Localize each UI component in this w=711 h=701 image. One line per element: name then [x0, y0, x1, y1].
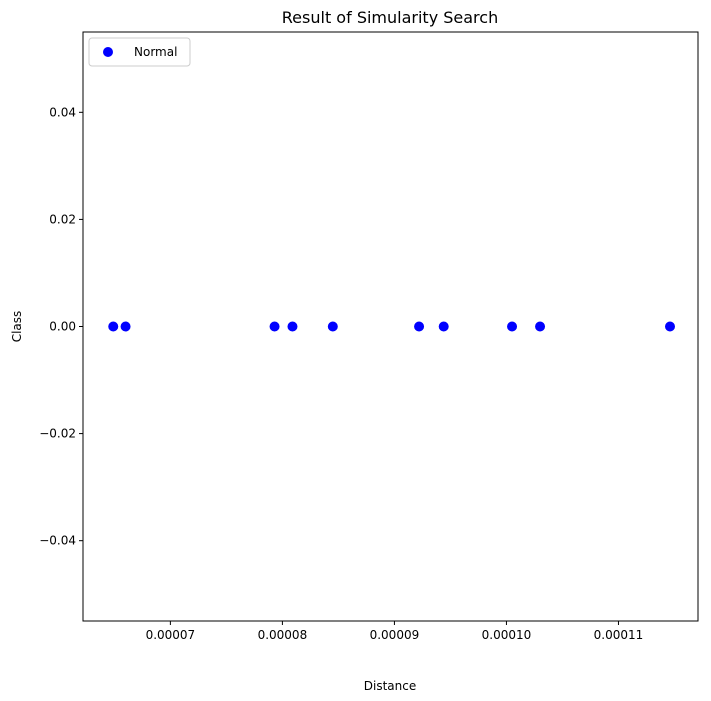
legend-label: Normal: [134, 45, 177, 59]
data-point: [120, 321, 131, 332]
data-point: [327, 321, 338, 332]
data-point: [664, 321, 675, 332]
chart-title: Result of Simularity Search: [282, 8, 498, 27]
legend-box: [88, 37, 191, 67]
data-point: [535, 321, 546, 332]
x-tick-label: 0.00007: [146, 628, 196, 642]
y-axis-label: Class: [10, 311, 24, 343]
y-axis: 0.04 0.02 0.00 −0.02 −0.04: [39, 105, 83, 548]
x-tick-label: 0.00010: [482, 628, 532, 642]
data-points: [108, 321, 675, 332]
legend-marker: [103, 47, 113, 57]
legend: Normal: [88, 37, 191, 67]
data-point: [269, 321, 280, 332]
x-tick-label: 0.00011: [594, 628, 644, 642]
x-axis: 0.00007 0.00008 0.00009 0.00010 0.00011: [146, 621, 644, 642]
data-point: [414, 321, 425, 332]
x-tick-label: 0.00009: [370, 628, 420, 642]
x-tick-label: 0.00008: [258, 628, 308, 642]
y-tick-label: −0.02: [39, 427, 76, 441]
x-axis-label: Distance: [364, 679, 416, 693]
data-point: [507, 321, 518, 332]
y-tick-label: 0.04: [49, 105, 76, 119]
y-tick-label: −0.04: [39, 534, 76, 548]
y-tick-label: 0.00: [49, 320, 76, 334]
data-point: [108, 321, 119, 332]
data-point: [438, 321, 449, 332]
y-tick-label: 0.02: [49, 212, 76, 226]
data-point: [287, 321, 298, 332]
